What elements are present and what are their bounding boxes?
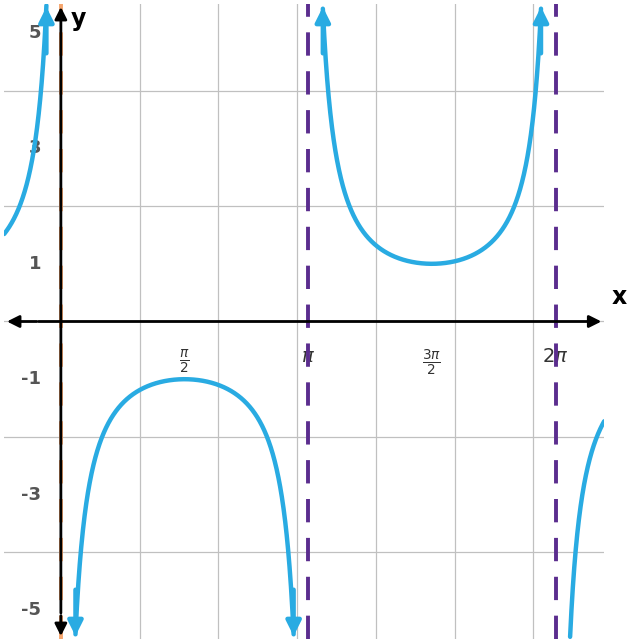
Text: -5: -5: [21, 601, 41, 619]
Text: y: y: [71, 7, 86, 31]
Text: -1: -1: [21, 370, 41, 388]
Text: 1: 1: [29, 255, 41, 273]
Text: -3: -3: [21, 485, 41, 503]
Text: $\frac{\pi}{2}$: $\frac{\pi}{2}$: [179, 347, 190, 376]
Text: 3: 3: [29, 140, 41, 158]
Text: $2\pi$: $2\pi$: [542, 347, 569, 367]
Text: $\pi$: $\pi$: [301, 347, 315, 367]
Text: x: x: [612, 285, 627, 309]
Text: $\frac{3\pi}{2}$: $\frac{3\pi}{2}$: [422, 347, 442, 377]
Text: 5: 5: [29, 24, 41, 42]
